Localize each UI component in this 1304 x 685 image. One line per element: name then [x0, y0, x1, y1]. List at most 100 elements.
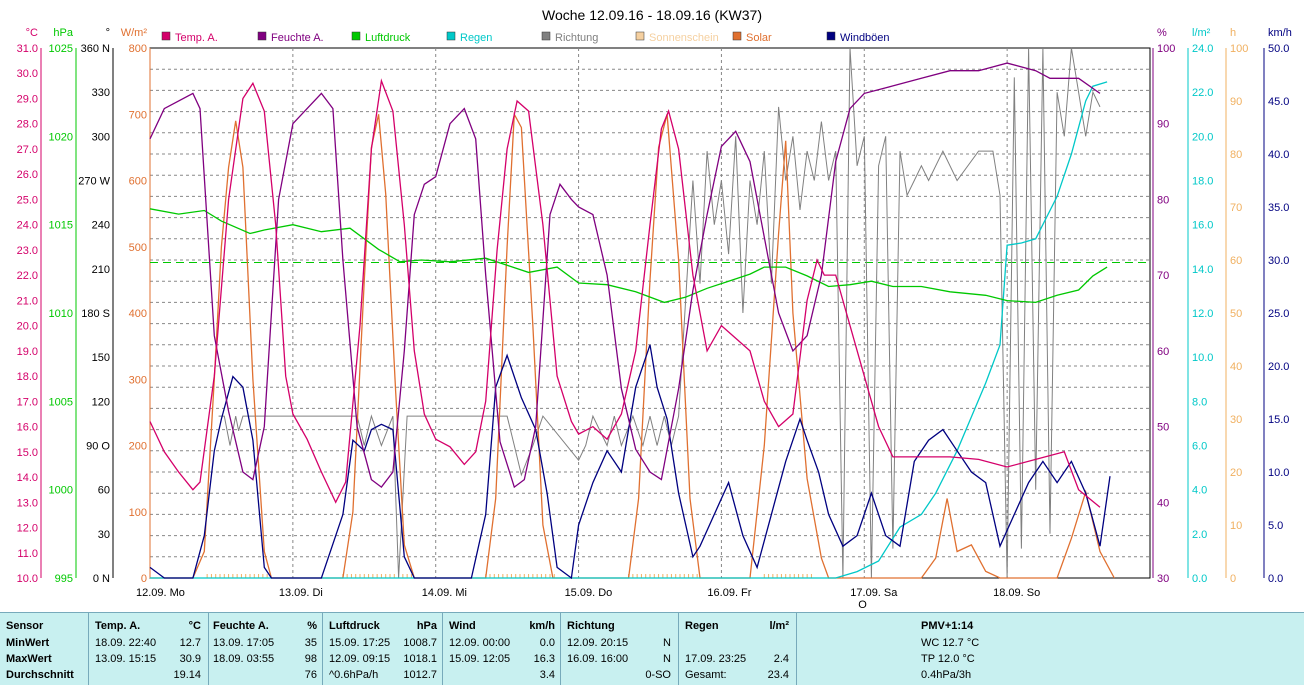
y-tick-rain: 0.0: [1192, 573, 1207, 585]
stats-col-wind: Wind km/h 12.09. 00:00 0.0 15.09. 12:05 …: [442, 613, 561, 685]
legend-label: Luftdruck: [365, 32, 411, 44]
y-tick-direction: 30: [98, 529, 110, 541]
stats-col-rain: Regen l/m² 17.09. 23:25 2.4 Gesamt: 23.4: [678, 613, 797, 685]
y-tick-sunshine: 40: [1230, 361, 1242, 373]
stats-col-humidity: Feuchte A. % 13.09. 17:05 35 18.09. 03:5…: [208, 613, 323, 685]
y-tick-wind: 25.0: [1268, 308, 1289, 320]
y-tick-temp: 10.0: [17, 573, 38, 585]
y-tick-rain: 12.0: [1192, 308, 1213, 320]
stats-wind-header: Wind: [449, 620, 476, 632]
stats-hum-avg-value: 76: [304, 669, 317, 681]
stats-temp-header: Temp. A.: [95, 620, 141, 632]
axis-unit-wind: km/h: [1268, 27, 1292, 39]
calm-marker: O: [858, 599, 867, 611]
y-tick-pressure: 1000: [49, 485, 73, 497]
y-tick-humidity: 30: [1157, 573, 1169, 585]
stats-press-min-value: 1008.7: [403, 637, 437, 649]
y-tick-temp: 12.0: [17, 523, 38, 535]
y-tick-temp: 15.0: [17, 447, 38, 459]
y-tick-direction: 330: [92, 87, 110, 99]
y-tick-pressure: 1010: [49, 308, 73, 320]
stats-temp-min-value: 12.7: [179, 637, 201, 649]
y-tick-wind: 50.0: [1268, 43, 1289, 55]
stats-press-max-value: 1018.1: [403, 653, 437, 665]
x-tick-label: 16.09. Fr: [707, 587, 751, 599]
axis-unit-sunshine: h: [1230, 27, 1236, 39]
weather-chart: Woche 12.09.16 - 18.09.16 (KW37) 12.09. M…: [17, 7, 1292, 611]
series-line-temp-a-: [149, 78, 1101, 508]
stats-press-trend: ^0.6hPa/h: [329, 669, 379, 681]
y-tick-pressure: 1025: [49, 43, 73, 55]
stats-dir-avg-value: 0-SO: [645, 669, 671, 681]
x-tick-label: 15.09. Do: [565, 587, 613, 599]
y-tick-solar: 600: [129, 176, 147, 188]
chart-title: Woche 12.09.16 - 18.09.16 (KW37): [542, 7, 762, 23]
y-tick-temp: 11.0: [17, 548, 38, 560]
legend-label: Windböen: [840, 32, 890, 44]
y-tick-direction: 60: [98, 485, 110, 497]
stats-rain-total-value: 23.4: [767, 669, 789, 681]
stats-wind-avg-value: 3.4: [539, 669, 555, 681]
y-tick-temp: 19.0: [17, 346, 38, 358]
y-tick-wind: 0.0: [1268, 573, 1283, 585]
stats-hum-min-value: 35: [304, 637, 317, 649]
y-tick-wind: 5.0: [1268, 520, 1283, 532]
y-tick-direction: 90 O: [86, 441, 110, 453]
stats-hum-max-value: 98: [304, 653, 317, 665]
legend-swatch: [257, 31, 267, 41]
legend-swatch: [541, 31, 551, 41]
stats-pmv-windchill: WC 12.7 °C: [921, 637, 980, 649]
stats-press-max-time: 12.09. 09:15: [329, 653, 391, 665]
stats-press-min-time: 15.09. 17:25: [329, 637, 391, 649]
plot-frame: [149, 47, 1151, 579]
y-tick-temp: 26.0: [17, 169, 38, 181]
y-tick-solar: 500: [129, 242, 147, 254]
legend-label: Richtung: [555, 32, 598, 44]
stats-wind-max-value: 16.3: [533, 653, 555, 665]
stats-rain-total-label: Gesamt:: [685, 669, 727, 681]
stats-hum-unit: %: [307, 620, 317, 632]
y-tick-temp: 20.0: [17, 321, 38, 333]
stats-rain-unit: l/m²: [769, 620, 789, 632]
y-tick-rain: 16.0: [1192, 220, 1213, 232]
y-tick-pressure: 995: [55, 573, 73, 585]
statistics-table: Sensor MinWert MaxWert Durchschnitt Temp…: [0, 612, 1304, 685]
stats-press-header: Luftdruck: [329, 620, 380, 632]
x-tick-label: 13.09. Di: [279, 587, 323, 599]
y-tick-direction: 120: [92, 396, 110, 408]
stats-rain-max-time: 17.09. 23:25: [685, 653, 747, 665]
stats-col-pressure: Luftdruck hPa 15.09. 17:25 1008.7 12.09.…: [322, 613, 443, 685]
stats-dir-max-time: 16.09. 16:00: [567, 653, 629, 665]
stats-temp-avg-value: 19.14: [173, 669, 201, 681]
axis-unit-pressure: hPa: [53, 27, 73, 39]
y-tick-temp: 25.0: [17, 194, 38, 206]
series-line-windb-en: [149, 344, 1111, 580]
y-tick-humidity: 50: [1157, 422, 1169, 434]
series-line-regen: [150, 81, 1108, 579]
stats-temp-min-time: 18.09. 22:40: [95, 637, 157, 649]
stats-col-direction: Richtung 12.09. 20:15 N 16.09. 16:00 N 0…: [560, 613, 679, 685]
y-tick-sunshine: 30: [1230, 414, 1242, 426]
stats-wind-min-value: 0.0: [539, 637, 555, 649]
y-tick-solar: 100: [129, 507, 147, 519]
stats-hum-max-time: 18.09. 03:55: [213, 653, 275, 665]
stats-temp-max-time: 13.09. 15:15: [95, 653, 157, 665]
y-tick-humidity: 80: [1157, 194, 1169, 206]
y-tick-temp: 17.0: [17, 396, 38, 408]
legend-swatch: [446, 31, 456, 41]
legend-label: Temp. A.: [175, 32, 218, 44]
y-tick-rain: 22.0: [1192, 87, 1213, 99]
legend-swatch: [161, 31, 171, 41]
axis-unit-temp: °C: [26, 27, 38, 39]
y-tick-pressure: 1020: [49, 131, 73, 143]
x-tick-label: 12.09. Mo: [136, 587, 185, 599]
x-tick-label: 17.09. Sa: [850, 587, 898, 599]
legend-swatch: [635, 31, 645, 41]
stats-col-pmv: PMV+1:14 WC 12.7 °C TP 12.0 °C 0.4hPa/3h: [796, 613, 1304, 685]
axis-unit-direction: °: [106, 27, 110, 39]
y-tick-solar: 300: [129, 374, 147, 386]
y-tick-rain: 4.0: [1192, 485, 1207, 497]
y-tick-temp: 28.0: [17, 119, 38, 131]
y-tick-solar: 0: [141, 573, 147, 585]
y-tick-pressure: 1015: [49, 220, 73, 232]
